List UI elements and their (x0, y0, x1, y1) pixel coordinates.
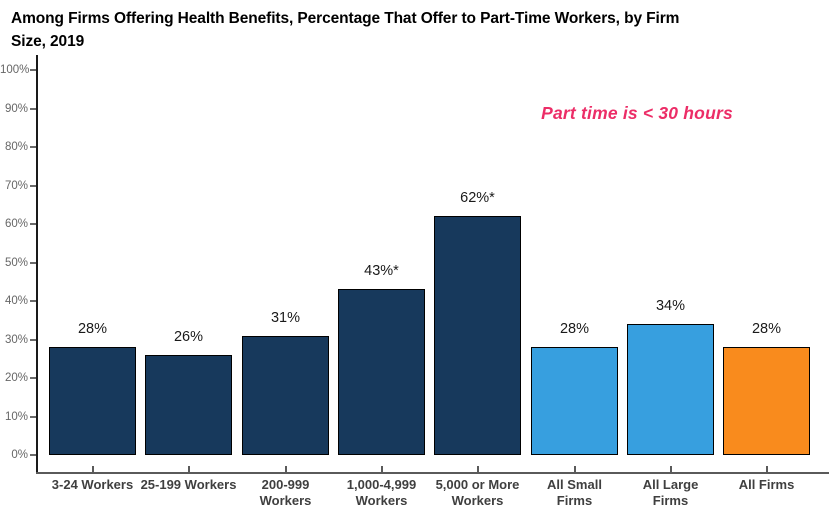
y-tick-label-100: 100% (0, 64, 30, 76)
value-label-all-firms: 28% (751, 321, 782, 337)
x-tick-all-small-firms (573, 466, 576, 472)
value-label-3-24-workers: 28% (77, 321, 108, 337)
y-axis-line (36, 55, 38, 474)
y-tick-label-60: 60% (4, 218, 28, 230)
bar-3-24-workers (49, 347, 136, 455)
bar-all-firms (723, 347, 810, 455)
y-tick-40 (30, 300, 36, 302)
y-tick-label-90: 90% (4, 102, 28, 115)
x-label-all-large-firms: All Large Firms (642, 477, 699, 508)
value-label-1-000-4-999-workers: 43%* (364, 263, 399, 279)
bar-1-000-4-999-workers (338, 289, 425, 455)
y-tick-30 (30, 338, 36, 341)
y-tick-0 (30, 454, 36, 456)
y-tick-20 (30, 377, 36, 379)
x-label-5-000-or-more-workers: 5,000 or More Workers (435, 477, 520, 508)
y-tick-label-50: 50% (4, 256, 28, 269)
y-tick-50 (30, 261, 36, 264)
y-tick-label-70: 70% (4, 179, 28, 192)
y-tick-10 (30, 415, 36, 418)
x-label-200-999-workers: 200-999 Workers (259, 477, 312, 508)
chart-title: Among Firms Offering Health Benefits, Pe… (11, 10, 680, 50)
x-label-all-firms: All Firms (738, 477, 795, 492)
y-tick-80 (30, 146, 36, 148)
x-tick-200-999-workers (284, 466, 287, 472)
bar-25-199-workers (145, 355, 232, 455)
bar-all-small-firms (531, 347, 618, 455)
bar-5-000-or-more-workers (434, 216, 521, 455)
x-tick-25-199-workers (187, 466, 190, 472)
value-label-25-199-workers: 26% (173, 329, 204, 345)
y-tick-label-80: 80% (4, 141, 28, 153)
x-label-25-199-workers: 25-199 Workers (140, 477, 237, 492)
y-tick-label-10: 10% (4, 410, 28, 423)
bar-all-large-firms (627, 324, 714, 455)
value-label-200-999-workers: 31% (270, 310, 301, 326)
x-label-3-24-workers: 3-24 Workers (51, 477, 134, 492)
value-label-all-large-firms: 34% (655, 298, 686, 314)
x-tick-1-000-4-999-workers (380, 466, 383, 472)
y-tick-label-30: 30% (4, 333, 28, 346)
y-tick-100 (30, 69, 36, 71)
x-tick-all-firms (765, 466, 768, 472)
y-tick-90 (30, 107, 36, 110)
y-tick-70 (30, 184, 36, 187)
x-tick-5-000-or-more-workers (476, 466, 479, 472)
part-time-annotation: Part time is < 30 hours (541, 103, 733, 123)
x-tick-3-24-workers (91, 466, 94, 472)
x-label-1-000-4-999-workers: 1,000-4,999 Workers (346, 477, 417, 508)
value-label-5-000-or-more-workers: 62%* (460, 190, 495, 206)
value-label-all-small-firms: 28% (559, 321, 590, 337)
bar-200-999-workers (242, 336, 329, 455)
y-tick-label-20: 20% (4, 372, 28, 384)
y-tick-60 (30, 223, 36, 225)
y-tick-label-0: 0% (11, 449, 28, 461)
x-axis-line (36, 472, 829, 474)
x-label-all-small-firms: All Small Firms (547, 477, 602, 508)
x-tick-all-large-firms (669, 466, 672, 472)
y-tick-label-40: 40% (4, 295, 28, 307)
